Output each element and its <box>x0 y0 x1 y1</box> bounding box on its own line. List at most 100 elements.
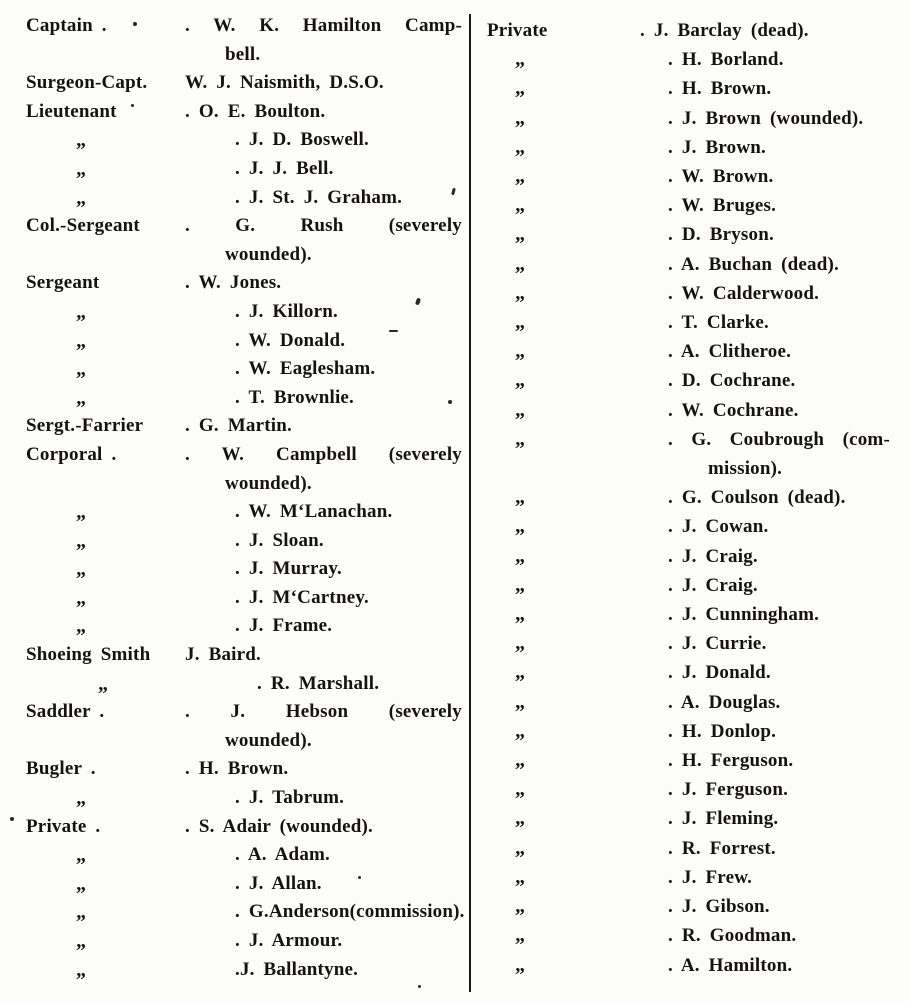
name-text: . J. J. Bell. <box>235 157 334 179</box>
name-text: . J. Allan. <box>235 872 322 894</box>
roster-entry: „ . J. Cunningham. <box>487 600 890 629</box>
roster-entry: Captain . . W. K. Hamilton Camp-bell. <box>26 12 462 69</box>
rank-label: „ <box>515 603 526 626</box>
rank-label: „ <box>515 165 526 188</box>
name-text: . W. Bruges. <box>668 195 777 217</box>
ink-speck <box>418 985 421 988</box>
name-text: . J. Sloan. <box>235 529 324 551</box>
rank-label: „ <box>76 872 87 895</box>
name-cell: . H. Borland. <box>668 45 890 74</box>
rank-label: „ <box>515 836 526 859</box>
rank-label: „ <box>515 427 526 450</box>
name-text: . H. Brown. <box>185 758 289 780</box>
roster-entry: „ . J. St. J. Graham. <box>26 184 462 213</box>
roster-entry: „ . H. Brown. <box>487 74 890 103</box>
rank-label: „ <box>515 515 526 538</box>
roster-entry: „ . J. Donald. <box>487 658 890 687</box>
name-text: . J. Fleming. <box>668 808 779 830</box>
name-text: . H. Ferguson. <box>668 750 794 772</box>
ink-speck <box>448 400 452 404</box>
rank-label: „ <box>76 901 87 924</box>
name-cell: . W. Donald. <box>235 327 462 356</box>
roster-entry: „ . A. Hamilton. <box>487 951 890 980</box>
roster-column-left: Captain . . W. K. Hamilton Camp-bell. Su… <box>26 0 464 984</box>
name-cell: . R. Forrest. <box>668 834 890 863</box>
name-cell: . A. Hamilton. <box>668 951 890 980</box>
roster-entry: Shoeing Smith J. Baird. <box>26 641 462 670</box>
rank-label: Sergt.-Farrier <box>26 415 144 437</box>
name-cell: . J. Hebson (severely wounded). <box>185 698 462 755</box>
name-cell: . A. Buchan (dead). <box>668 250 890 279</box>
name-text: . W. Jones. <box>185 272 282 294</box>
rank-label: „ <box>76 129 87 152</box>
roster-entry: „ . J. Tabrum. <box>26 784 462 813</box>
rank-label: „ <box>76 787 87 810</box>
name-text: . T. Clarke. <box>668 312 770 334</box>
name-cell: . G. Rush (severely wounded). <box>185 212 462 269</box>
name-text: . W. M‘Lanachan. <box>235 501 393 523</box>
roster-entry: Surgeon-Capt. W. J. Naismith, D.S.O. <box>26 69 462 98</box>
rank-label: „ <box>515 311 526 334</box>
name-text: . W. Campbell (severely <box>185 443 462 465</box>
name-cell: . J. Donald. <box>668 658 890 687</box>
name-cell: . J. Craig. <box>668 542 890 571</box>
roster-entry: „ . A. Clitheroe. <box>487 337 890 366</box>
roster-entry: „ . W. Cochrane. <box>487 396 890 425</box>
name-cell: . J. Allan. <box>235 870 462 899</box>
rank-label: „ <box>76 358 87 381</box>
name-cell: . O. E. Boulton. <box>185 98 462 127</box>
roster-entry: „ . J. Frame. <box>26 612 462 641</box>
rank-label: „ <box>76 615 87 638</box>
name-text: . D. Bryson. <box>668 224 774 246</box>
name-text: . A. Douglas. <box>668 691 781 713</box>
roster-entry: „ . A. Buchan (dead). <box>487 250 890 279</box>
roster-entry: „ . G. Coulson (dead). <box>487 483 890 512</box>
name-cell: . J. Murray. <box>235 555 462 584</box>
name-cell: . W. M‘Lanachan. <box>235 498 462 527</box>
rank-label: Lieutenant <box>26 100 117 122</box>
name-text: . O. E. Boulton. <box>185 100 326 122</box>
rank-label: Shoeing Smith <box>26 644 151 666</box>
roster-entry: Saddler . . J. Hebson (severely wounded). <box>26 698 462 755</box>
rank-label: „ <box>515 953 526 976</box>
roster-entry: Sergt.-Farrier . G. Martin. <box>26 412 462 441</box>
name-cell: . J. Ferguson. <box>668 775 890 804</box>
roster-entry: „ . J. J. Bell. <box>26 155 462 184</box>
name-text: . D. Cochrane. <box>668 370 796 392</box>
rank-label: „ <box>76 329 87 352</box>
name-cell: . D. Bryson. <box>668 220 890 249</box>
name-text: . A. Adam. <box>235 844 330 866</box>
name-cell: . W. Eaglesham. <box>235 355 462 384</box>
rank-label: Sergeant <box>26 272 100 294</box>
name-text: . J. Frew. <box>668 866 753 888</box>
ink-speck <box>358 876 361 879</box>
name-cell: . J. Killorn. <box>235 298 462 327</box>
rank-label: „ <box>76 157 87 180</box>
name-continuation: mission). <box>708 458 783 480</box>
roster-entry: „ . J. Frew. <box>487 863 890 892</box>
rank-label: „ <box>515 895 526 918</box>
name-cell: . R. Marshall. <box>257 670 462 699</box>
roster-entry: „ . W. M‘Lanachan. <box>26 498 462 527</box>
name-cell: . H. Brown. <box>668 74 890 103</box>
name-cell: . G. Coubrough (com-mission). <box>668 425 890 483</box>
rank-label: „ <box>515 865 526 888</box>
rank-label: „ <box>76 386 87 409</box>
rank-label: „ <box>515 573 526 596</box>
rank-label: „ <box>76 558 87 581</box>
rank-label: „ <box>76 529 87 552</box>
rank-label: „ <box>98 672 109 695</box>
name-text: . J. Gibson. <box>668 896 770 918</box>
name-text: . G. Rush (severely <box>185 215 462 237</box>
name-cell: . D. Cochrane. <box>668 366 890 395</box>
roster-entry: „ . J. Craig. <box>487 571 890 600</box>
name-text: . W. Brown. <box>668 166 774 188</box>
name-cell: . J. Gibson. <box>668 892 890 921</box>
roster-entry: „ . J. Killorn. <box>26 298 462 327</box>
name-cell: . W. Campbell (severely wounded). <box>185 441 462 498</box>
name-cell: . J. Currie. <box>668 629 890 658</box>
roster-entry: „ . J. Allan. <box>26 870 462 899</box>
roster-entry: „ . J. Cowan. <box>487 512 890 541</box>
roster-entry: „ . R. Goodman. <box>487 921 890 950</box>
name-cell: . J. D. Boswell. <box>235 126 462 155</box>
